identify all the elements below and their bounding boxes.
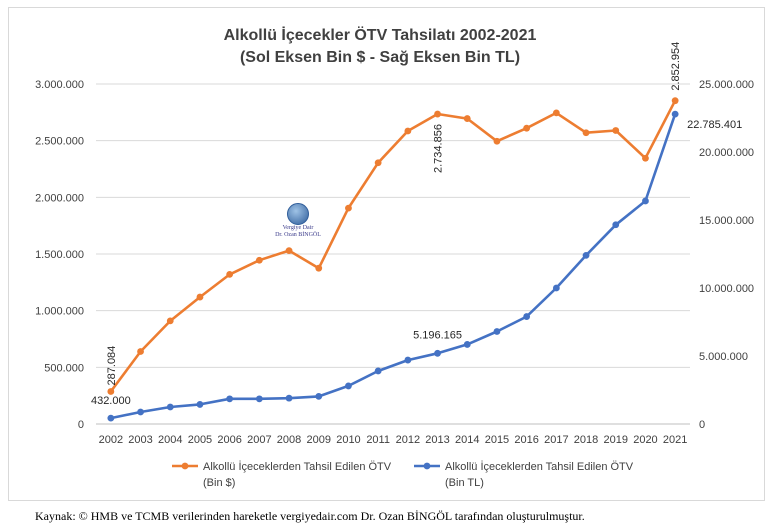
series-0-point	[582, 129, 590, 137]
series-1-point	[612, 221, 620, 229]
series-1-point	[404, 356, 412, 364]
source-note: Kaynak: © HMB ve TCMB verilerinden harek…	[35, 509, 585, 523]
x-tick-label: 2016	[514, 434, 538, 446]
series-1-point	[137, 408, 144, 416]
series-0-point	[374, 159, 382, 167]
y-left-tick-label: 1.500.000	[35, 249, 84, 261]
x-tick-label: 2009	[307, 434, 331, 446]
series-1-point	[671, 110, 679, 118]
series-1-point	[582, 251, 590, 259]
legend-label: Alkollü İçeceklerden Tahsil Edilen ÖTV	[203, 460, 392, 473]
data-label: 432.000	[91, 395, 131, 407]
x-tick-label: 2013	[425, 434, 449, 446]
series-1-point	[345, 382, 352, 390]
watermark-line-1: Vergiye Dair	[282, 225, 314, 231]
y-right-tick-label: 15.000.000	[699, 215, 754, 227]
y-right-tick-label: 0	[699, 419, 705, 431]
series-1-point	[374, 367, 382, 375]
series-0-point	[166, 317, 174, 325]
series-1-point	[285, 394, 293, 402]
x-tick-label: 2005	[188, 434, 212, 446]
y-left-tick-label: 2.500.000	[35, 136, 84, 148]
series-1-point	[552, 284, 560, 292]
series-line-0	[109, 100, 677, 393]
series-1-point	[255, 395, 263, 403]
series-0-point	[404, 127, 412, 135]
y-left-tick-label: 500.000	[44, 362, 84, 374]
x-tick-label: 2012	[396, 434, 420, 446]
x-tick-label: 2010	[336, 434, 360, 446]
legend-swatch-marker	[181, 462, 189, 470]
series-0-point	[671, 97, 679, 105]
series-1-point	[315, 392, 323, 400]
x-tick-label: 2011	[366, 434, 390, 446]
x-tick-label: 2017	[544, 434, 568, 446]
x-tick-label: 2004	[158, 434, 182, 446]
series-0-point	[523, 124, 531, 132]
series-0-point	[642, 154, 649, 162]
chart-subtitle: (Sol Eksen Bin $ - Sağ Eksen Bin TL)	[240, 49, 520, 66]
x-tick-label: 2002	[99, 434, 123, 446]
globe-icon	[287, 203, 309, 225]
series-1-point	[107, 414, 115, 422]
legend-swatch-marker	[423, 462, 431, 470]
series-0-point	[196, 293, 204, 301]
x-tick-label: 2021	[663, 434, 687, 446]
series-line-1	[110, 113, 677, 420]
series-0-point	[107, 388, 115, 395]
series-1-point	[226, 395, 234, 403]
series-0-point	[493, 137, 501, 145]
y-right-tick-label: 25.000.000	[699, 79, 754, 91]
series-1-point	[463, 341, 471, 348]
series-0-point	[137, 348, 144, 355]
series-1-point	[434, 349, 441, 357]
data-label: 22.785.401	[687, 119, 742, 131]
series-1-point	[493, 328, 501, 335]
legend-unit: (Bin TL)	[445, 477, 484, 489]
x-tick-label: 2006	[217, 434, 241, 446]
watermark-line-2: Dr. Ozan BİNGÖL	[275, 232, 321, 238]
y-right-tick-label: 10.000.000	[699, 283, 754, 295]
y-left-tick-label: 0	[78, 419, 84, 431]
x-tick-label: 2003	[128, 434, 152, 446]
series-0-point	[434, 110, 441, 118]
series-1-point	[196, 401, 204, 408]
data-label: 287.084	[106, 346, 118, 386]
series-1-point	[166, 403, 174, 411]
series-0-point	[285, 247, 293, 255]
y-left-tick-label: 1.000.000	[35, 306, 84, 318]
series-0-point	[552, 109, 560, 117]
series-0-point	[345, 204, 352, 212]
watermark-logo: Vergiye Dair Dr. Ozan BİNGÖL	[272, 203, 324, 239]
y-right-tick-label: 20.000.000	[699, 147, 754, 159]
y-right-tick-label: 5.000.000	[699, 351, 748, 363]
series-0-point	[612, 127, 620, 134]
series-1-point	[523, 313, 531, 320]
series-0-point	[315, 264, 323, 272]
series-0-point	[255, 256, 263, 264]
x-tick-label: 2007	[247, 434, 271, 446]
series-0-point	[463, 115, 471, 122]
series-1-point	[642, 197, 649, 205]
legend-label: Alkollü İçeceklerden Tahsil Edilen ÖTV	[445, 460, 634, 473]
legend-unit: (Bin $)	[203, 477, 235, 489]
chart-title: Alkollü İçecekler ÖTV Tahsilatı 2002-202…	[224, 25, 537, 44]
x-tick-label: 2018	[574, 434, 598, 446]
y-left-tick-label: 2.000.000	[35, 192, 84, 204]
x-tick-label: 2014	[455, 434, 479, 446]
data-label: 2.734.856	[433, 124, 445, 173]
y-left-tick-label: 3.000.000	[35, 79, 84, 91]
series-0-point	[226, 271, 234, 278]
x-tick-label: 2020	[633, 434, 657, 446]
x-tick-label: 2019	[604, 434, 628, 446]
x-tick-label: 2008	[277, 434, 301, 446]
data-label: 5.196.165	[413, 329, 462, 341]
x-tick-label: 2015	[485, 434, 509, 446]
data-label: 2.852.954	[670, 42, 682, 91]
